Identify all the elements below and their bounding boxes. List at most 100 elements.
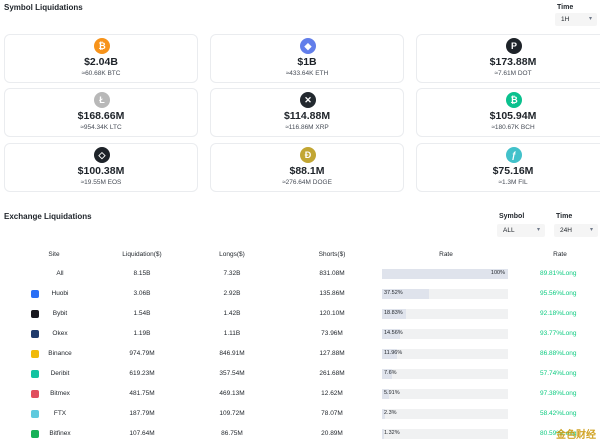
cell-longs: 357.54M (219, 370, 245, 377)
symbol-card[interactable]: ✕ $114.88M ≈116.86M XRP (210, 88, 404, 137)
symbol-time-select[interactable]: 1H ▾ (555, 13, 597, 26)
card-amount: $173.88M (489, 56, 537, 68)
symbol-time-label: Time (557, 4, 574, 11)
symbol-card[interactable]: P $173.88M ≈7.61M DOT (416, 34, 600, 83)
card-subvalue: ≈116.86M XRP (285, 124, 329, 131)
symbol-liquidations-title: Symbol Liquidations (4, 3, 83, 12)
chevron-down-icon: ▾ (536, 227, 540, 233)
rate-bar-label: 2.3% (384, 410, 397, 416)
rate-bar-fill (382, 269, 508, 279)
table-row[interactable]: Bitmex 481.75M 469.13M 12.62M 5.91% 97.38%Lon… (0, 385, 600, 405)
deribit-logo-icon (31, 370, 39, 378)
cell-longs: 2.92B (223, 290, 241, 297)
huobi-logo-icon (31, 290, 39, 298)
header-liquidation: Liquidation($) (122, 251, 162, 258)
rate-bar-fill (382, 389, 390, 399)
cell-rate: 86.88%Long (540, 350, 577, 357)
table-row[interactable]: FTX 187.79M 109.72M 78.07M 2.3% 58.42%Long (0, 405, 600, 425)
cell-rate: 95.56%Long (540, 290, 577, 297)
card-subvalue: ≈433.64K ETH (285, 70, 329, 77)
exchange-liquidations-title: Exchange Liquidations (4, 212, 92, 221)
card-amount: $168.66M (77, 110, 125, 122)
table-row[interactable]: Deribit 619.23M 357.54M 261.68M 7.6% 57.74%Lo… (0, 365, 600, 385)
table-row[interactable]: Huobi 3.06B 2.92B 135.86M 37.52% 95.56%Long (0, 285, 600, 305)
exchange-symbol-value: ALL (503, 227, 515, 234)
litecoin-icon: Ł (94, 92, 110, 108)
cell-shorts: 73.96M (321, 330, 343, 337)
cell-shorts: 127.88M (319, 350, 345, 357)
table-row[interactable]: All 8.15B 7.32B 831.08M 100% 89.81%Long (0, 265, 600, 285)
bitcoin-icon: ₿ (94, 38, 110, 54)
symbol-card[interactable]: ₿ $105.94M ≈180.67K BCH (416, 88, 600, 137)
exchange-time-value: 24H (560, 227, 572, 234)
bybit-logo-icon (31, 310, 39, 318)
cell-rate: 89.81%Long (540, 270, 577, 277)
symbol-card[interactable]: ₿ $2.04B ≈60.68K BTC (4, 34, 198, 83)
rate-bar: 100% (382, 269, 508, 279)
cell-longs: 469.13M (219, 390, 245, 397)
table-row[interactable]: Bybit 1.54B 1.42B 120.10M 18.83% 92.18%Long (0, 305, 600, 325)
rate-bar: 2.3% (382, 409, 508, 419)
rate-bar-fill (382, 409, 385, 419)
cell-site: Deribit (50, 370, 70, 377)
rate-bar-label: 1.32% (384, 430, 400, 436)
cell-shorts: 135.86M (319, 290, 345, 297)
cell-longs: 1.42B (223, 310, 241, 317)
symbol-card[interactable]: Ł $168.66M ≈954.34K LTC (4, 88, 198, 137)
cell-liquidation: 3.06B (133, 290, 151, 297)
rate-bar-fill (382, 309, 406, 319)
cell-site: Bitfinex (49, 430, 71, 437)
header-shorts: Shorts($) (318, 251, 346, 258)
cell-shorts: 20.89M (321, 430, 343, 437)
cell-liquidation: 974.79M (129, 350, 155, 357)
cell-rate: 80.59%Long (540, 430, 577, 437)
card-amount: $100.38M (77, 165, 125, 177)
cell-rate: 57.74%Long (540, 370, 577, 377)
symbol-card[interactable]: ◆ $1B ≈433.64K ETH (210, 34, 404, 83)
cell-liquidation: 1.19B (133, 330, 151, 337)
rate-bar: 1.32% (382, 429, 508, 439)
rate-bar: 7.6% (382, 369, 508, 379)
cell-longs: 846.91M (219, 350, 245, 357)
cell-site: Huobi (51, 290, 69, 297)
card-subvalue: ≈180.67K BCH (491, 124, 535, 131)
exchange-symbol-select[interactable]: ALL ▾ (497, 224, 545, 237)
table-row[interactable]: Okex 1.19B 1.11B 73.96M 14.56% 93.77%Long (0, 325, 600, 345)
cell-rate: 58.42%Long (540, 410, 577, 417)
eos-icon: ◇ (94, 147, 110, 163)
rate-bar: 37.52% (382, 289, 508, 299)
rate-bar: 5.91% (382, 389, 508, 399)
table-row[interactable]: Binance 974.79M 846.91M 127.88M 11.96% 86.88%… (0, 345, 600, 365)
rate-bar-fill (382, 349, 398, 359)
card-amount: $88.1M (289, 165, 325, 177)
card-subvalue: ≈954.34K LTC (80, 124, 122, 131)
card-subvalue: ≈276.64M DOGE (282, 179, 332, 186)
filecoin-icon: ƒ (506, 147, 522, 163)
header-longs: Longs($) (219, 251, 245, 258)
cell-shorts: 120.10M (319, 310, 345, 317)
cell-liquidation: 481.75M (129, 390, 155, 397)
cell-liquidation: 8.15B (133, 270, 151, 277)
cell-rate: 97.38%Long (540, 390, 577, 397)
rate-bar: 18.83% (382, 309, 508, 319)
cell-shorts: 78.07M (321, 410, 343, 417)
rate-bar-fill (382, 329, 401, 339)
bitmex-logo-icon (31, 390, 39, 398)
watermark-logo: 金色财经 (556, 430, 596, 441)
rate-bar-label: 11.96% (384, 350, 403, 356)
dogecoin-icon: Ð (300, 147, 316, 163)
rate-bar-label: 5.91% (384, 390, 400, 396)
cell-longs: 1.11B (223, 330, 241, 337)
card-subvalue: ≈19.55M EOS (80, 179, 122, 186)
symbol-card[interactable]: ◇ $100.38M ≈19.55M EOS (4, 143, 198, 192)
exchange-time-select[interactable]: 24H ▾ (554, 224, 598, 237)
symbol-card[interactable]: Ð $88.1M ≈276.64M DOGE (210, 143, 404, 192)
cell-liquidation: 619.23M (129, 370, 155, 377)
card-amount: $2.04B (84, 56, 118, 68)
cell-shorts: 12.62M (321, 390, 343, 397)
table-row[interactable]: Bitfinex 107.64M 86.75M 20.89M 1.32% 80.59%Lo… (0, 425, 600, 445)
symbol-card[interactable]: ƒ $75.16M ≈1.3M FIL (416, 143, 600, 192)
card-amount: $1B (297, 56, 317, 68)
polkadot-icon: P (506, 38, 522, 54)
xrp-icon: ✕ (300, 92, 316, 108)
